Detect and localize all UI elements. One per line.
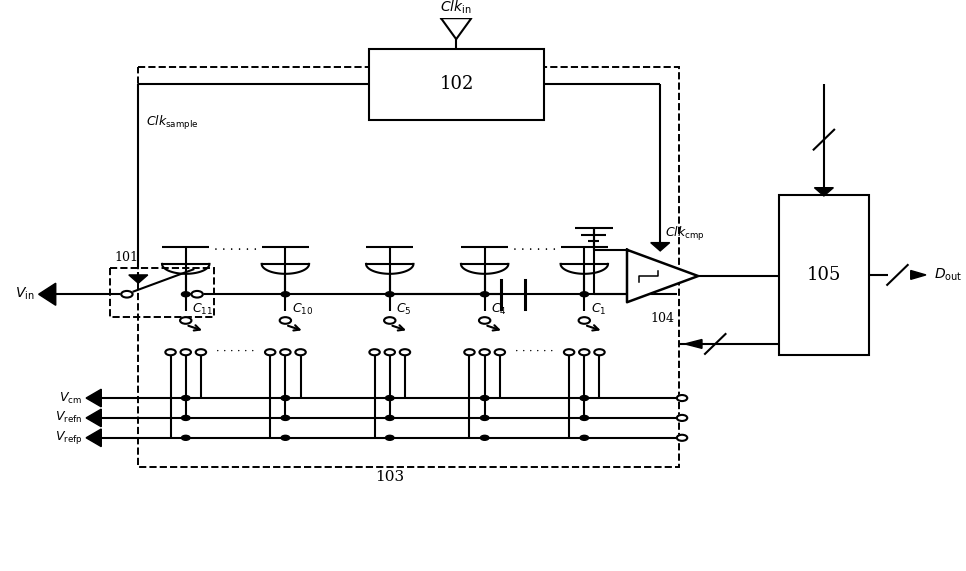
Text: $V_{\rm refn}$: $V_{\rm refn}$ (55, 411, 82, 425)
Circle shape (191, 291, 203, 297)
Polygon shape (911, 271, 926, 279)
Circle shape (196, 349, 206, 355)
Circle shape (281, 396, 290, 400)
Circle shape (480, 435, 489, 440)
Circle shape (385, 292, 394, 297)
Text: $C_{4}$: $C_{4}$ (492, 302, 507, 317)
Circle shape (182, 435, 190, 440)
Circle shape (465, 349, 474, 355)
Circle shape (182, 292, 190, 297)
Text: $Clk_{\rm cmp}$: $Clk_{\rm cmp}$ (665, 226, 705, 243)
Circle shape (165, 349, 176, 355)
Circle shape (385, 396, 394, 400)
Text: $C_{11}$: $C_{11}$ (192, 302, 213, 317)
Polygon shape (86, 409, 101, 427)
Circle shape (564, 349, 575, 355)
Text: · · · · · ·: · · · · · · (216, 347, 255, 357)
Text: 105: 105 (807, 266, 841, 284)
Circle shape (580, 396, 588, 400)
Circle shape (400, 349, 411, 355)
Polygon shape (627, 250, 698, 302)
Circle shape (495, 349, 505, 355)
Circle shape (280, 317, 291, 324)
Polygon shape (86, 429, 101, 447)
Circle shape (265, 349, 275, 355)
Circle shape (580, 416, 588, 420)
Text: · · · · · ·: · · · · · · (213, 244, 257, 256)
Circle shape (385, 435, 394, 440)
Circle shape (384, 349, 395, 355)
Text: $D_{\rm out}$: $D_{\rm out}$ (933, 267, 962, 283)
Circle shape (580, 435, 588, 440)
Circle shape (182, 396, 190, 400)
Polygon shape (685, 340, 702, 348)
Circle shape (479, 349, 490, 355)
FancyBboxPatch shape (369, 49, 545, 120)
Text: $V_{\rm refp}$: $V_{\rm refp}$ (55, 429, 82, 447)
Text: 102: 102 (440, 75, 474, 94)
Circle shape (480, 292, 489, 297)
Circle shape (579, 349, 589, 355)
Circle shape (182, 416, 190, 420)
Text: $Clk_{\rm sample}$: $Clk_{\rm sample}$ (146, 114, 199, 132)
Circle shape (369, 349, 380, 355)
Circle shape (594, 349, 605, 355)
Text: · · · · · ·: · · · · · · (515, 347, 554, 357)
Circle shape (480, 416, 489, 420)
Circle shape (479, 317, 491, 324)
Circle shape (181, 349, 191, 355)
Polygon shape (39, 283, 56, 305)
Text: $C_{5}$: $C_{5}$ (396, 302, 412, 317)
Circle shape (296, 349, 306, 355)
Circle shape (384, 317, 395, 324)
Circle shape (180, 317, 191, 324)
Circle shape (677, 435, 687, 441)
Circle shape (677, 395, 687, 401)
Circle shape (580, 292, 588, 297)
Text: $C_{1}$: $C_{1}$ (591, 302, 607, 317)
Circle shape (677, 415, 687, 421)
FancyBboxPatch shape (779, 195, 869, 355)
Circle shape (579, 317, 590, 324)
Text: $V_{\rm in}$: $V_{\rm in}$ (15, 286, 35, 303)
Text: $C_{10}$: $C_{10}$ (292, 302, 313, 317)
Text: $Clk_{\rm in}$: $Clk_{\rm in}$ (440, 0, 472, 16)
Circle shape (281, 416, 290, 420)
Text: 101: 101 (115, 251, 138, 264)
Polygon shape (651, 243, 669, 251)
Circle shape (280, 349, 291, 355)
Circle shape (385, 416, 394, 420)
Circle shape (121, 291, 132, 297)
Text: · · · · · ·: · · · · · · (513, 244, 556, 256)
Text: $V_{\rm cm}$: $V_{\rm cm}$ (59, 391, 82, 405)
Text: 103: 103 (375, 470, 405, 484)
Circle shape (480, 396, 489, 400)
Polygon shape (128, 275, 148, 283)
Polygon shape (814, 188, 834, 196)
Polygon shape (86, 389, 101, 407)
Circle shape (281, 435, 290, 440)
Circle shape (281, 292, 290, 297)
Text: 104: 104 (650, 312, 674, 325)
